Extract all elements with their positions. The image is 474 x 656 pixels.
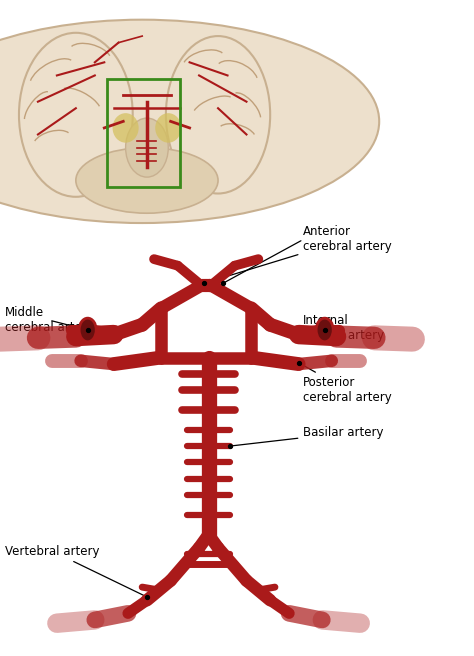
Ellipse shape [112,113,138,143]
Ellipse shape [76,148,218,213]
Ellipse shape [166,36,270,194]
Ellipse shape [0,20,379,223]
Text: Middle
cerebral artery: Middle cerebral artery [5,306,93,334]
Text: Basilar artery: Basilar artery [233,426,384,446]
Circle shape [79,318,96,342]
Ellipse shape [155,113,181,143]
Text: Posterior
cerebral artery: Posterior cerebral artery [301,364,392,404]
Text: Internal
carotid artery: Internal carotid artery [303,314,384,342]
Text: Anterior
cerebral artery: Anterior cerebral artery [207,226,392,283]
Text: Vertebral artery: Vertebral artery [5,544,145,596]
Circle shape [316,318,333,342]
Ellipse shape [19,33,133,197]
Ellipse shape [126,118,168,177]
